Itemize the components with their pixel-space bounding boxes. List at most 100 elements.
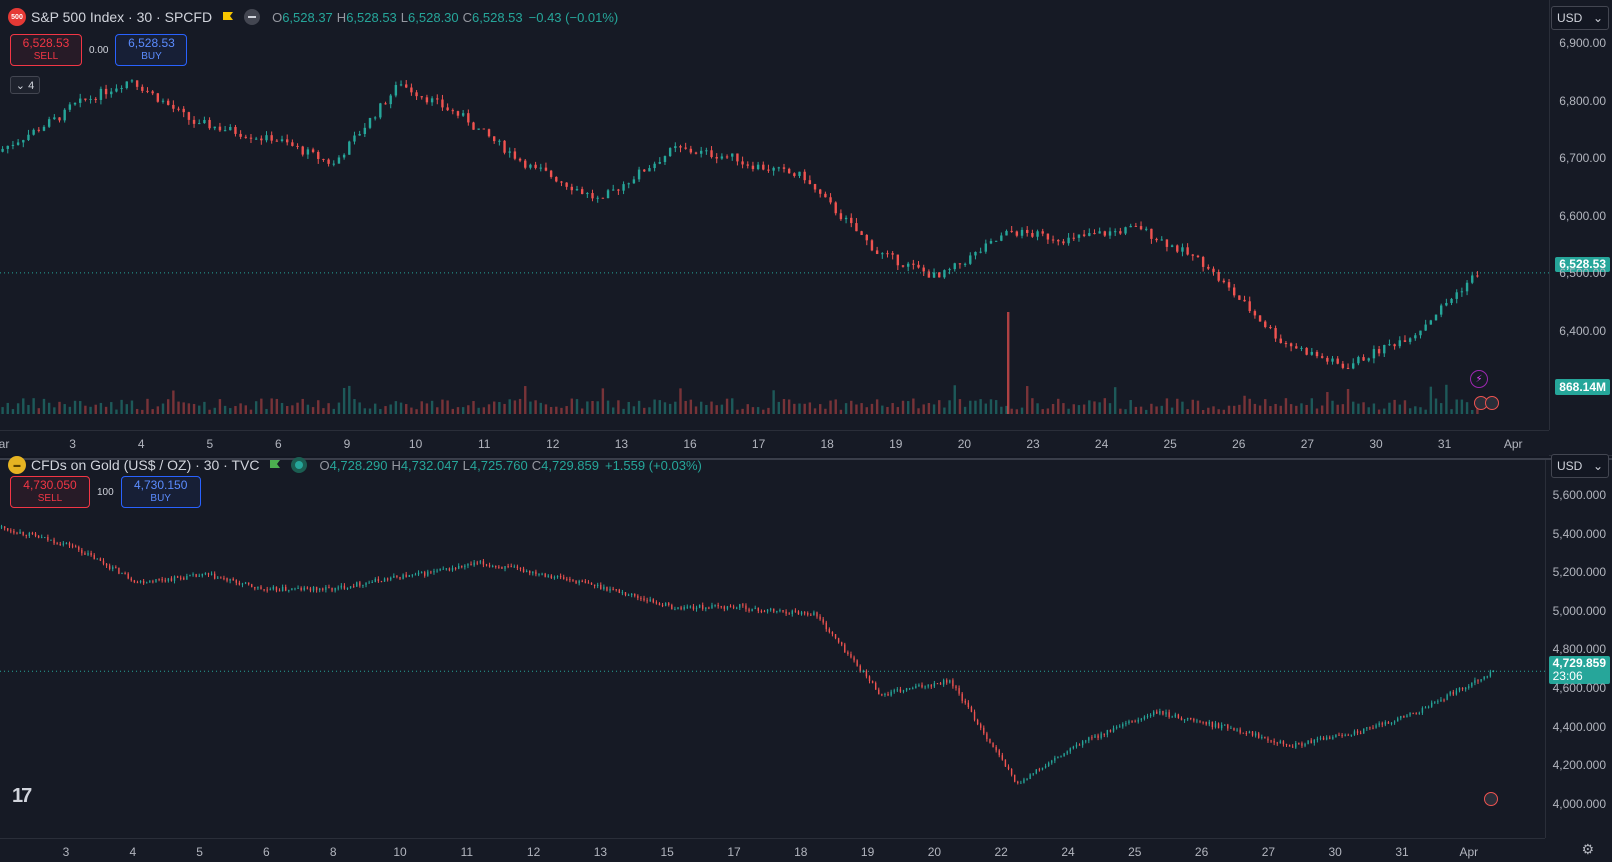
candle xyxy=(198,575,200,577)
candle xyxy=(930,685,932,687)
candle xyxy=(896,254,900,266)
gold-us-flag-icon[interactable] xyxy=(1484,792,1498,806)
candle xyxy=(1320,356,1324,358)
currency-select[interactable]: USD ⌄ xyxy=(1551,6,1609,30)
candle xyxy=(581,580,583,582)
volume-bar xyxy=(1367,407,1370,414)
candle xyxy=(16,532,18,534)
gold-open-value: 4,728.290 xyxy=(329,457,388,473)
volume-bar xyxy=(1357,403,1360,414)
market-status-icon[interactable] xyxy=(244,9,261,25)
candle xyxy=(294,588,296,590)
candle xyxy=(922,267,925,272)
volume-bar xyxy=(213,407,216,414)
candle xyxy=(358,134,361,136)
candle xyxy=(912,688,914,690)
candle xyxy=(544,167,548,171)
lightning-icon[interactable]: ⚡ xyxy=(1470,370,1488,388)
candle xyxy=(1020,229,1024,236)
gold-buy-button[interactable]: 4,730.150 BUY xyxy=(120,476,201,508)
candle xyxy=(1430,702,1433,707)
candle xyxy=(736,153,739,162)
candle xyxy=(25,534,27,536)
volume-bar xyxy=(322,408,325,414)
gold-chart-pane[interactable]: ▬ CFDs on Gold (US$ / OZ) · 30 · TVC O 4,… xyxy=(0,454,1612,862)
gold-price-axis[interactable]: USD ⌄ 4,729.859 23:06 5,600.000 5,400.000 5… xyxy=(1545,454,1612,838)
flag-icon[interactable] xyxy=(222,11,234,23)
high-value: 6,528.53 xyxy=(346,9,397,25)
volume-bar xyxy=(317,400,320,414)
volume-bar xyxy=(11,409,15,414)
sp500-plot[interactable] xyxy=(0,0,1549,430)
price-tick: 5,600.000 xyxy=(1552,488,1606,502)
sell-button[interactable]: 6,528.53 SELL xyxy=(10,34,82,66)
candle xyxy=(291,588,293,591)
volume-bar xyxy=(141,409,144,414)
candle xyxy=(1254,733,1257,736)
tradingview-logo[interactable]: 17 xyxy=(12,785,32,807)
candle xyxy=(477,128,480,130)
candle xyxy=(451,110,454,112)
volume-bar xyxy=(104,406,108,414)
gold-plot[interactable] xyxy=(0,460,1545,838)
candle xyxy=(1489,671,1492,677)
candle xyxy=(1010,230,1013,232)
candle xyxy=(1492,670,1495,672)
candle xyxy=(223,578,225,580)
volume-bar xyxy=(161,403,165,414)
indicators-collapse-button[interactable]: ⌄ 4 xyxy=(10,76,40,94)
candle xyxy=(121,573,123,575)
candle xyxy=(176,576,179,578)
candle xyxy=(519,567,522,569)
candle xyxy=(379,103,382,118)
gold-sell-button[interactable]: 4,730.050 SELL xyxy=(10,476,90,508)
market-open-icon[interactable] xyxy=(291,457,308,473)
us-flag-icon-2[interactable] xyxy=(1485,396,1499,410)
volume-bar xyxy=(948,400,951,414)
open-value: 6,528.37 xyxy=(282,9,333,25)
volume-bar xyxy=(560,407,563,414)
volume-bar xyxy=(1439,403,1443,414)
candle xyxy=(275,586,278,591)
price-tick: 4,000.000 xyxy=(1552,796,1606,811)
sp500-time-axis[interactable]: ar 3 4 5 6 9 10 11 12 13 16 17 18 19 20 23 24 25 26 27 30 31 A… xyxy=(0,430,1549,456)
candle xyxy=(612,189,615,191)
candle xyxy=(1398,340,1401,347)
gold-time-axis[interactable]: 3 4 5 6 8 10 11 12 13 15 17 18 19 20 22 24 25 26 27 30 31 Apr xyxy=(0,838,1545,862)
candle xyxy=(352,586,355,588)
candle xyxy=(1176,245,1179,252)
candle xyxy=(1400,716,1402,719)
sp500-chart-pane[interactable]: 500 S&P 500 Index · 30 · SPCFD O 6,528.37… xyxy=(0,0,1612,456)
candle xyxy=(399,576,401,579)
gold-title[interactable]: CFDs on Gold (US$ / OZ) · 30 · TVC xyxy=(31,457,260,473)
flag-icon[interactable] xyxy=(269,459,281,471)
gold-currency-select[interactable]: USD ⌄ xyxy=(1551,454,1609,478)
sp500-price-axis[interactable]: USD ⌄ 6,528.53 868.14M 6,900.00 6,800.00 6,… xyxy=(1549,0,1612,430)
sp500-title[interactable]: S&P 500 Index · 30 · SPCFD xyxy=(31,9,213,25)
gold-spread-value: 100 xyxy=(97,486,114,498)
candle xyxy=(340,585,343,588)
candle xyxy=(891,253,894,255)
time-tick: 6 xyxy=(263,845,270,859)
volume-bar xyxy=(932,404,936,414)
gear-icon[interactable]: ⚙ xyxy=(1581,841,1594,857)
candle xyxy=(1461,687,1464,690)
candle xyxy=(300,587,302,591)
candle xyxy=(327,159,330,164)
candle xyxy=(596,584,599,586)
candle xyxy=(813,612,815,616)
volume-bar xyxy=(643,407,646,414)
volume-bar xyxy=(1108,403,1112,414)
candle xyxy=(332,163,335,165)
candle xyxy=(924,686,926,688)
volume-bar xyxy=(844,403,848,414)
candle xyxy=(343,585,346,589)
candle xyxy=(1372,727,1374,729)
candle xyxy=(1181,247,1184,252)
volume-bar xyxy=(32,398,35,414)
candle xyxy=(1088,233,1091,236)
candle xyxy=(1227,282,1231,288)
candle xyxy=(652,599,654,603)
gold-sell-price: 4,730.050 xyxy=(23,478,77,492)
buy-button[interactable]: 6,528.53 BUY xyxy=(115,34,188,66)
